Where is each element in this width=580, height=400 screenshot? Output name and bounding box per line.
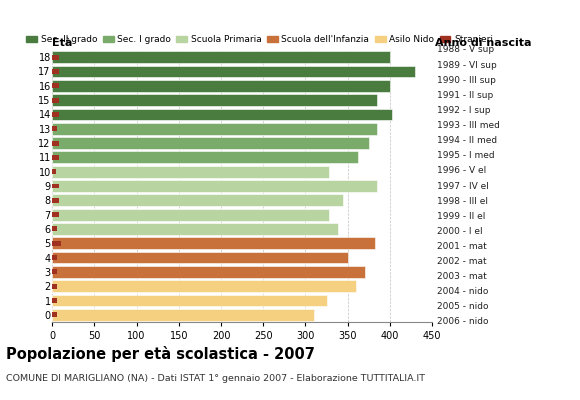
Bar [52, 312, 57, 317]
Text: 2003 - mat: 2003 - mat [437, 272, 487, 281]
Bar [52, 266, 365, 278]
Bar [52, 295, 327, 306]
Text: Età: Età [52, 38, 72, 48]
Bar [52, 123, 377, 135]
Bar [52, 69, 59, 74]
Bar [52, 194, 343, 206]
Bar [52, 169, 56, 174]
Bar [52, 198, 59, 203]
Text: 2000 - I el: 2000 - I el [437, 227, 483, 236]
Text: 1994 - II med: 1994 - II med [437, 136, 497, 145]
Bar [52, 83, 59, 88]
Bar [52, 212, 59, 217]
Bar [52, 166, 329, 178]
Text: 1991 - II sup: 1991 - II sup [437, 91, 493, 100]
Bar [52, 80, 390, 92]
Bar [52, 112, 59, 117]
Bar [52, 55, 59, 60]
Text: 1996 - V el: 1996 - V el [437, 166, 486, 175]
Bar [52, 237, 375, 249]
Text: COMUNE DI MARIGLIANO (NA) - Dati ISTAT 1° gennaio 2007 - Elaborazione TUTTITALIA: COMUNE DI MARIGLIANO (NA) - Dati ISTAT 1… [6, 374, 425, 383]
Bar [52, 126, 57, 131]
Text: 1997 - IV el: 1997 - IV el [437, 182, 488, 190]
Bar [52, 209, 329, 220]
Text: 2004 - nido: 2004 - nido [437, 287, 488, 296]
Bar [52, 66, 415, 77]
Bar [52, 223, 338, 235]
Text: 1989 - VI sup: 1989 - VI sup [437, 61, 496, 70]
Text: Anno di nascita: Anno di nascita [435, 38, 531, 48]
Legend: Sec. II grado, Sec. I grado, Scuola Primaria, Scuola dell'Infanzia, Asilo Nido, : Sec. II grado, Sec. I grado, Scuola Prim… [26, 35, 493, 44]
Text: 1993 - III med: 1993 - III med [437, 121, 499, 130]
Bar [52, 241, 61, 246]
Bar [52, 298, 57, 303]
Bar [52, 137, 369, 149]
Bar [52, 51, 390, 63]
Bar [52, 184, 59, 188]
Text: 2005 - nido: 2005 - nido [437, 302, 488, 311]
Bar [52, 252, 347, 264]
Bar [52, 94, 377, 106]
Text: 1988 - V sup: 1988 - V sup [437, 46, 494, 54]
Text: 2002 - mat: 2002 - mat [437, 257, 487, 266]
Text: 1990 - III sup: 1990 - III sup [437, 76, 496, 85]
Bar [52, 180, 377, 192]
Bar [52, 155, 59, 160]
Bar [52, 98, 59, 102]
Text: 1998 - III el: 1998 - III el [437, 197, 488, 206]
Text: 1999 - II el: 1999 - II el [437, 212, 485, 221]
Bar [52, 226, 57, 232]
Bar [52, 108, 392, 120]
Bar [52, 280, 356, 292]
Bar [52, 309, 314, 321]
Text: 1992 - I sup: 1992 - I sup [437, 106, 490, 115]
Bar [52, 270, 57, 274]
Text: 2001 - mat: 2001 - mat [437, 242, 487, 251]
Bar [52, 255, 57, 260]
Text: 2006 - nido: 2006 - nido [437, 318, 488, 326]
Text: 1995 - I med: 1995 - I med [437, 151, 494, 160]
Bar [52, 140, 59, 146]
Bar [52, 152, 358, 163]
Bar [52, 284, 57, 289]
Text: Popolazione per età scolastica - 2007: Popolazione per età scolastica - 2007 [6, 346, 315, 362]
